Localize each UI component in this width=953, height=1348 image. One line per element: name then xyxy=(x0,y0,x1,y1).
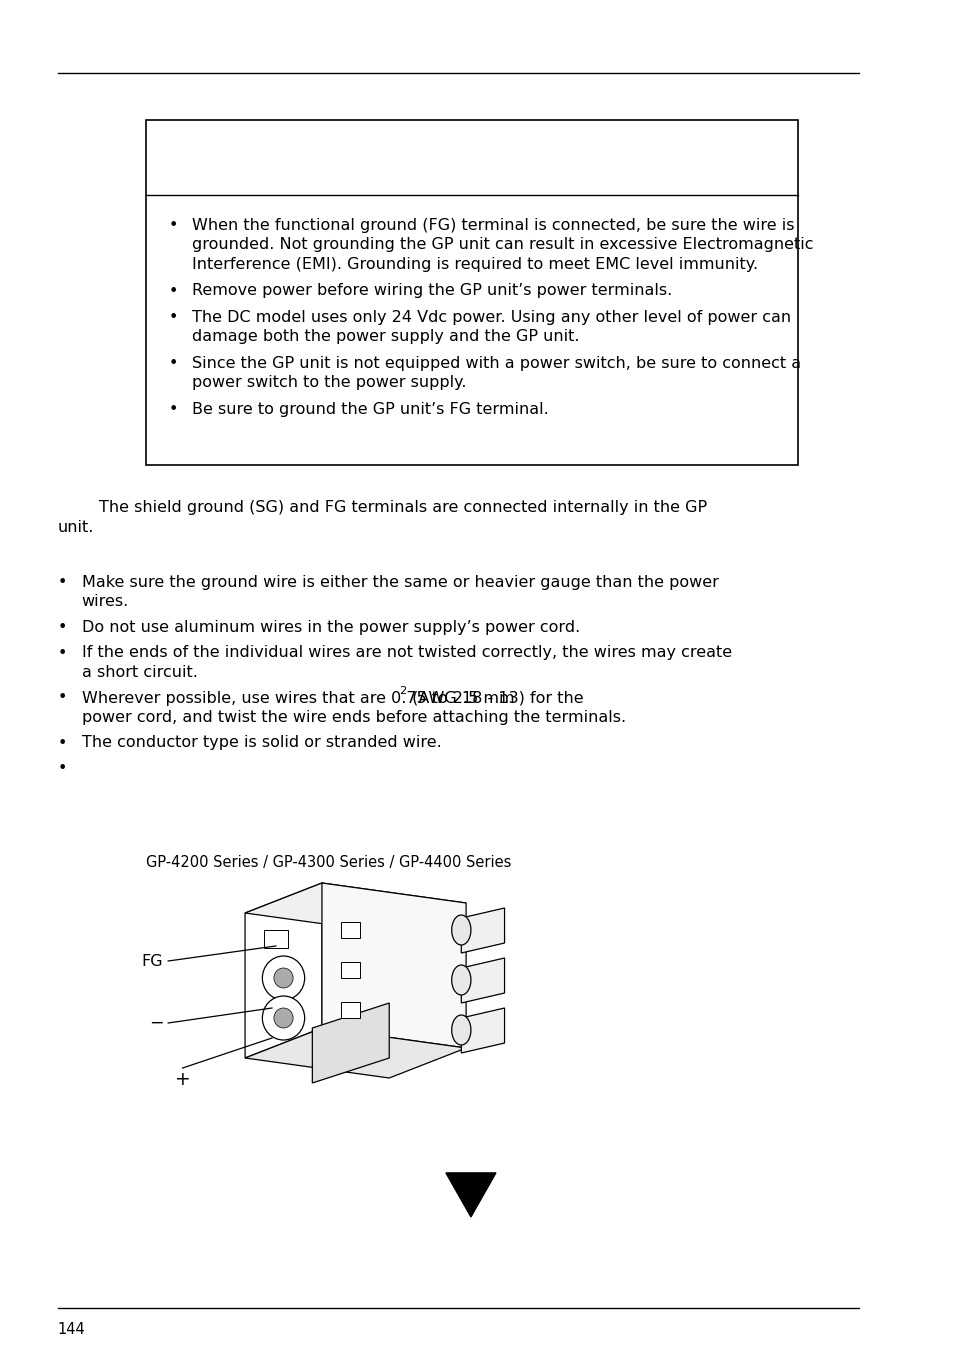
Text: The shield ground (SG) and FG terminals are connected internally in the GP: The shield ground (SG) and FG terminals … xyxy=(57,500,706,515)
Polygon shape xyxy=(321,883,466,1047)
Ellipse shape xyxy=(451,1015,471,1045)
Text: !: ! xyxy=(466,156,475,175)
Text: FG: FG xyxy=(142,953,163,968)
Polygon shape xyxy=(312,1003,389,1082)
Text: The conductor type is solid or stranded wire.: The conductor type is solid or stranded … xyxy=(82,736,441,751)
Text: Do not use aluminum wires in the power supply’s power cord.: Do not use aluminum wires in the power s… xyxy=(82,620,579,635)
Text: 2: 2 xyxy=(398,686,406,696)
Ellipse shape xyxy=(451,915,471,945)
Text: a short circuit.: a short circuit. xyxy=(82,665,197,679)
Polygon shape xyxy=(461,958,504,1003)
Polygon shape xyxy=(461,1008,504,1053)
Text: +: + xyxy=(174,1070,191,1089)
Bar xyxy=(341,1002,360,1018)
Circle shape xyxy=(262,956,304,1000)
Text: damage both the power supply and the GP unit.: damage both the power supply and the GP … xyxy=(192,329,579,345)
Text: •: • xyxy=(168,218,177,233)
Text: grounded. Not grounding the GP unit can result in excessive Electromagnetic: grounded. Not grounding the GP unit can … xyxy=(192,237,813,252)
Text: The DC model uses only 24 Vdc power. Using any other level of power can: The DC model uses only 24 Vdc power. Usi… xyxy=(192,310,790,325)
Text: wires.: wires. xyxy=(82,594,129,609)
Text: •: • xyxy=(168,283,177,298)
Text: •: • xyxy=(57,576,67,590)
Text: If the ends of the individual wires are not twisted correctly, the wires may cre: If the ends of the individual wires are … xyxy=(82,646,731,661)
Text: Make sure the ground wire is either the same or heavier gauge than the power: Make sure the ground wire is either the … xyxy=(82,576,718,590)
Text: •: • xyxy=(168,310,177,325)
Bar xyxy=(146,120,797,465)
Circle shape xyxy=(274,1008,293,1029)
Bar xyxy=(341,922,360,938)
Text: •: • xyxy=(57,646,67,661)
Text: −: − xyxy=(149,1014,163,1033)
Text: Wherever possible, use wires that are 0.75 to 2.5 mm: Wherever possible, use wires that are 0.… xyxy=(82,690,514,705)
Text: power switch to the power supply.: power switch to the power supply. xyxy=(192,376,466,391)
Bar xyxy=(341,962,360,979)
Text: Since the GP unit is not equipped with a power switch, be sure to connect a: Since the GP unit is not equipped with a… xyxy=(192,356,801,371)
Polygon shape xyxy=(245,1029,466,1078)
Text: (AWG 18 - 13) for the: (AWG 18 - 13) for the xyxy=(406,690,582,705)
Text: •: • xyxy=(57,690,67,705)
Ellipse shape xyxy=(451,965,471,995)
Text: When the functional ground (FG) terminal is connected, be sure the wire is: When the functional ground (FG) terminal… xyxy=(192,218,794,233)
Text: •: • xyxy=(57,762,67,776)
Bar xyxy=(264,930,288,948)
Circle shape xyxy=(262,996,304,1041)
Text: 144: 144 xyxy=(57,1322,86,1337)
Polygon shape xyxy=(245,883,321,1058)
Text: power cord, and twist the wire ends before attaching the terminals.: power cord, and twist the wire ends befo… xyxy=(82,710,625,725)
Text: Remove power before wiring the GP unit’s power terminals.: Remove power before wiring the GP unit’s… xyxy=(192,283,672,298)
Text: •: • xyxy=(57,620,67,635)
Text: •: • xyxy=(168,402,177,417)
Text: unit.: unit. xyxy=(57,519,94,535)
Polygon shape xyxy=(445,1173,496,1217)
Text: •: • xyxy=(168,356,177,371)
Text: Interference (EMI). Grounding is required to meet EMC level immunity.: Interference (EMI). Grounding is require… xyxy=(192,257,758,272)
Polygon shape xyxy=(245,883,466,933)
Text: Be sure to ground the GP unit’s FG terminal.: Be sure to ground the GP unit’s FG termi… xyxy=(192,402,548,417)
Text: •: • xyxy=(57,736,67,751)
Circle shape xyxy=(274,968,293,988)
Polygon shape xyxy=(461,909,504,953)
Text: GP-4200 Series / GP-4300 Series / GP-4400 Series: GP-4200 Series / GP-4300 Series / GP-440… xyxy=(146,855,511,869)
